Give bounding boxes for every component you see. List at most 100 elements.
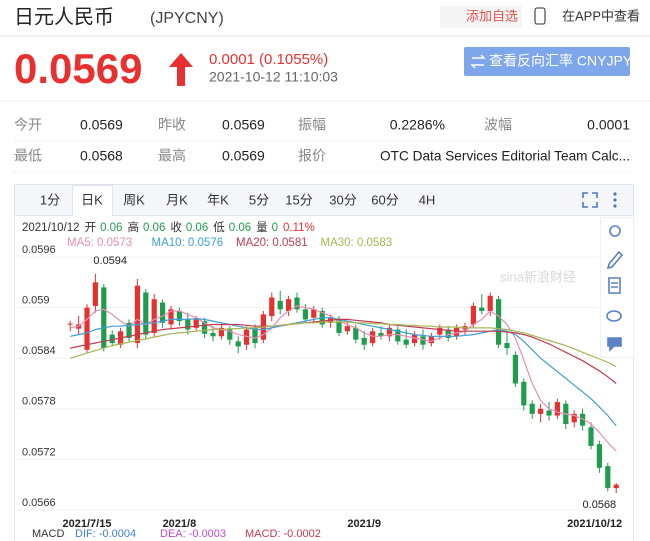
phone-icon xyxy=(534,7,546,25)
candle-body xyxy=(235,341,241,347)
candle-body xyxy=(529,403,535,414)
tab[interactable]: 5分 xyxy=(249,192,269,207)
active-tab[interactable] xyxy=(72,185,113,216)
toolbar-icons xyxy=(606,225,624,352)
candle-body xyxy=(395,329,401,342)
draw-icon[interactable] xyxy=(606,250,624,270)
x-tick-label: 2021/9 xyxy=(347,518,381,530)
candle-body xyxy=(67,323,73,325)
candle-body xyxy=(504,343,510,349)
watermark: sina新浪财经 xyxy=(500,269,576,284)
info-date: 2021/10/12 xyxy=(22,222,80,234)
add-watch-bg[interactable] xyxy=(440,6,522,28)
add-watch[interactable]: 添加自选 xyxy=(466,8,518,23)
tab[interactable]: 日K xyxy=(81,192,103,207)
candle-body xyxy=(580,413,586,426)
candle-body xyxy=(134,285,140,344)
tab[interactable]: 周K xyxy=(123,192,145,207)
stat-value: 0.2286% xyxy=(390,117,445,133)
stat-value: 0.0568 xyxy=(80,148,123,164)
stat-label: 今开 xyxy=(14,117,42,133)
info-value: 0 xyxy=(272,222,278,234)
low-annotation: 0.0568 xyxy=(583,499,617,511)
candle-body xyxy=(151,299,157,333)
high-annotation: 0.0594 xyxy=(93,255,127,267)
ohlc-info: 2021/10/12 开 0.06 高 0.06 收 0.06 低 0.06 量 0 0.11% xyxy=(22,220,315,234)
candle-body xyxy=(378,332,384,337)
candle-body xyxy=(571,413,577,423)
tab[interactable]: 年K xyxy=(207,192,229,207)
info-change: 0.11% xyxy=(283,222,315,234)
macd-value: DIF: -0.0004 xyxy=(75,528,136,540)
x-tick-label: 2021/8 xyxy=(163,518,197,530)
candle-body xyxy=(227,329,233,340)
candle-body xyxy=(101,287,107,349)
candle-body xyxy=(588,427,594,446)
ma-line xyxy=(70,317,617,427)
note-icon[interactable] xyxy=(608,277,621,294)
info-label: 量 xyxy=(256,221,268,234)
app-link[interactable]: 在APP中查看 xyxy=(562,8,640,23)
tab[interactable]: 1分 xyxy=(40,192,60,207)
more-icon[interactable] xyxy=(613,192,617,208)
stat-label: 波幅 xyxy=(484,117,512,133)
stat-label: 最高 xyxy=(158,148,186,164)
reverse-button[interactable] xyxy=(464,47,630,76)
candle-body xyxy=(454,327,460,337)
legend-entry: MA20: 0.0581 xyxy=(236,237,308,249)
stat-value: OTC Data Services Editorial Team Calc... xyxy=(380,148,630,164)
y-tick-label: 0.0566 xyxy=(22,497,56,509)
quote-time: 2021-10-12 11:10:03 xyxy=(209,69,338,85)
candle-body xyxy=(605,466,611,489)
info-label: 高 xyxy=(127,220,139,234)
code: (JPYCNY) xyxy=(150,10,224,27)
chat-icon[interactable] xyxy=(607,337,622,352)
change: 0.0001 (0.1055%) xyxy=(209,51,328,68)
tab[interactable]: 60分 xyxy=(371,192,398,207)
settings-icon[interactable] xyxy=(609,225,621,237)
stat-label: 报价 xyxy=(298,148,326,164)
candle-body xyxy=(168,309,174,325)
candle-body xyxy=(370,331,376,344)
candle-body xyxy=(344,326,350,332)
candle-body xyxy=(428,336,434,344)
legend-entry: MA10: 0.0576 xyxy=(152,237,224,249)
candle-body xyxy=(361,337,367,345)
y-tick-label: 0.0596 xyxy=(22,244,56,256)
candle-body xyxy=(311,309,317,318)
info-value: 0.06 xyxy=(229,222,251,234)
stat-label: 最低 xyxy=(14,148,42,164)
tabs: 1分 日K 周K 月K 年K 5分 15分 30分 60分 4H xyxy=(40,192,435,207)
candle-body xyxy=(126,322,132,338)
y-tick-label: 0.0578 xyxy=(22,396,56,408)
ma-line xyxy=(70,305,617,452)
candle-body xyxy=(109,334,115,344)
stat-value: 0.0569 xyxy=(222,117,265,133)
candle-body xyxy=(210,332,216,337)
weibo-icon[interactable] xyxy=(606,310,622,322)
candle-body xyxy=(269,297,275,317)
legend-entry: MA5: 0.0573 xyxy=(67,237,132,249)
reverse-button-label[interactable]: 查看反向汇率 CNYJPY xyxy=(489,53,633,69)
dot xyxy=(613,198,617,202)
ma-line xyxy=(70,318,617,384)
tab-bar xyxy=(15,185,633,215)
info-value: 0.06 xyxy=(100,222,122,234)
stat-label: 振幅 xyxy=(298,117,326,133)
tab[interactable]: 15分 xyxy=(285,192,312,207)
candle-body xyxy=(176,310,182,322)
price: 0.0569 xyxy=(14,45,142,92)
candle-body xyxy=(554,402,560,416)
stat-value: 0.0569 xyxy=(222,148,265,164)
tab[interactable]: 4H xyxy=(419,192,436,207)
tab[interactable]: 30分 xyxy=(329,192,356,207)
x-tick-label: 2021/7/15 xyxy=(63,518,112,530)
candle-body xyxy=(420,336,426,345)
chart-panel xyxy=(14,184,634,541)
candle-body xyxy=(302,309,308,320)
tab[interactable]: 月K xyxy=(166,192,188,207)
fullscreen-icon[interactable] xyxy=(582,192,598,208)
candle-body xyxy=(294,297,300,310)
